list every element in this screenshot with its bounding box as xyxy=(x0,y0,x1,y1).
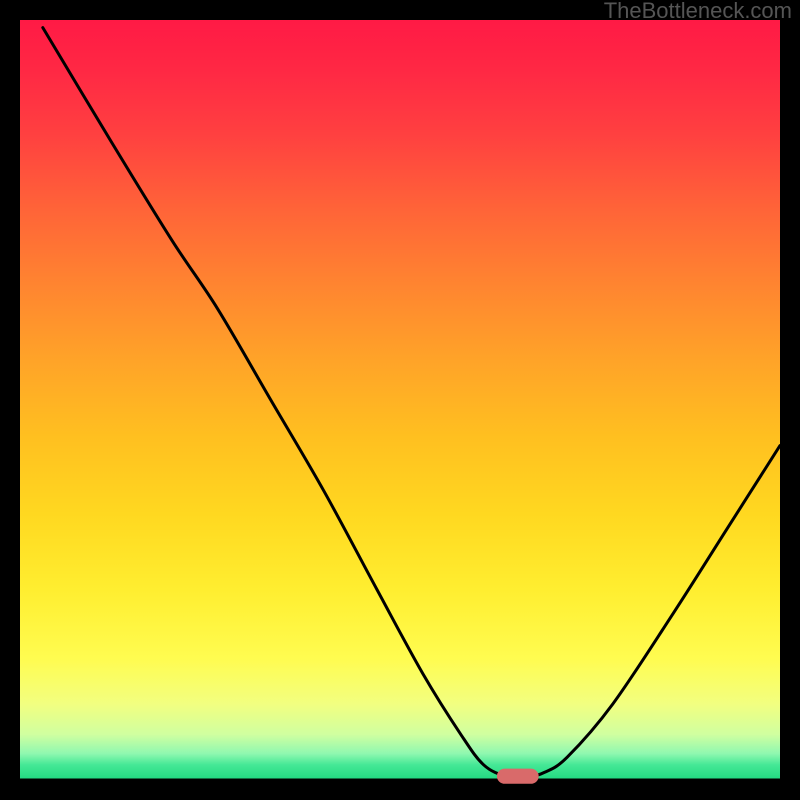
optimum-marker xyxy=(497,769,539,784)
bottleneck-chart: TheBottleneck.com xyxy=(0,0,800,800)
chart-container: TheBottleneck.com xyxy=(0,0,800,800)
watermark-text: TheBottleneck.com xyxy=(604,0,792,23)
chart-background-gradient xyxy=(20,20,780,780)
